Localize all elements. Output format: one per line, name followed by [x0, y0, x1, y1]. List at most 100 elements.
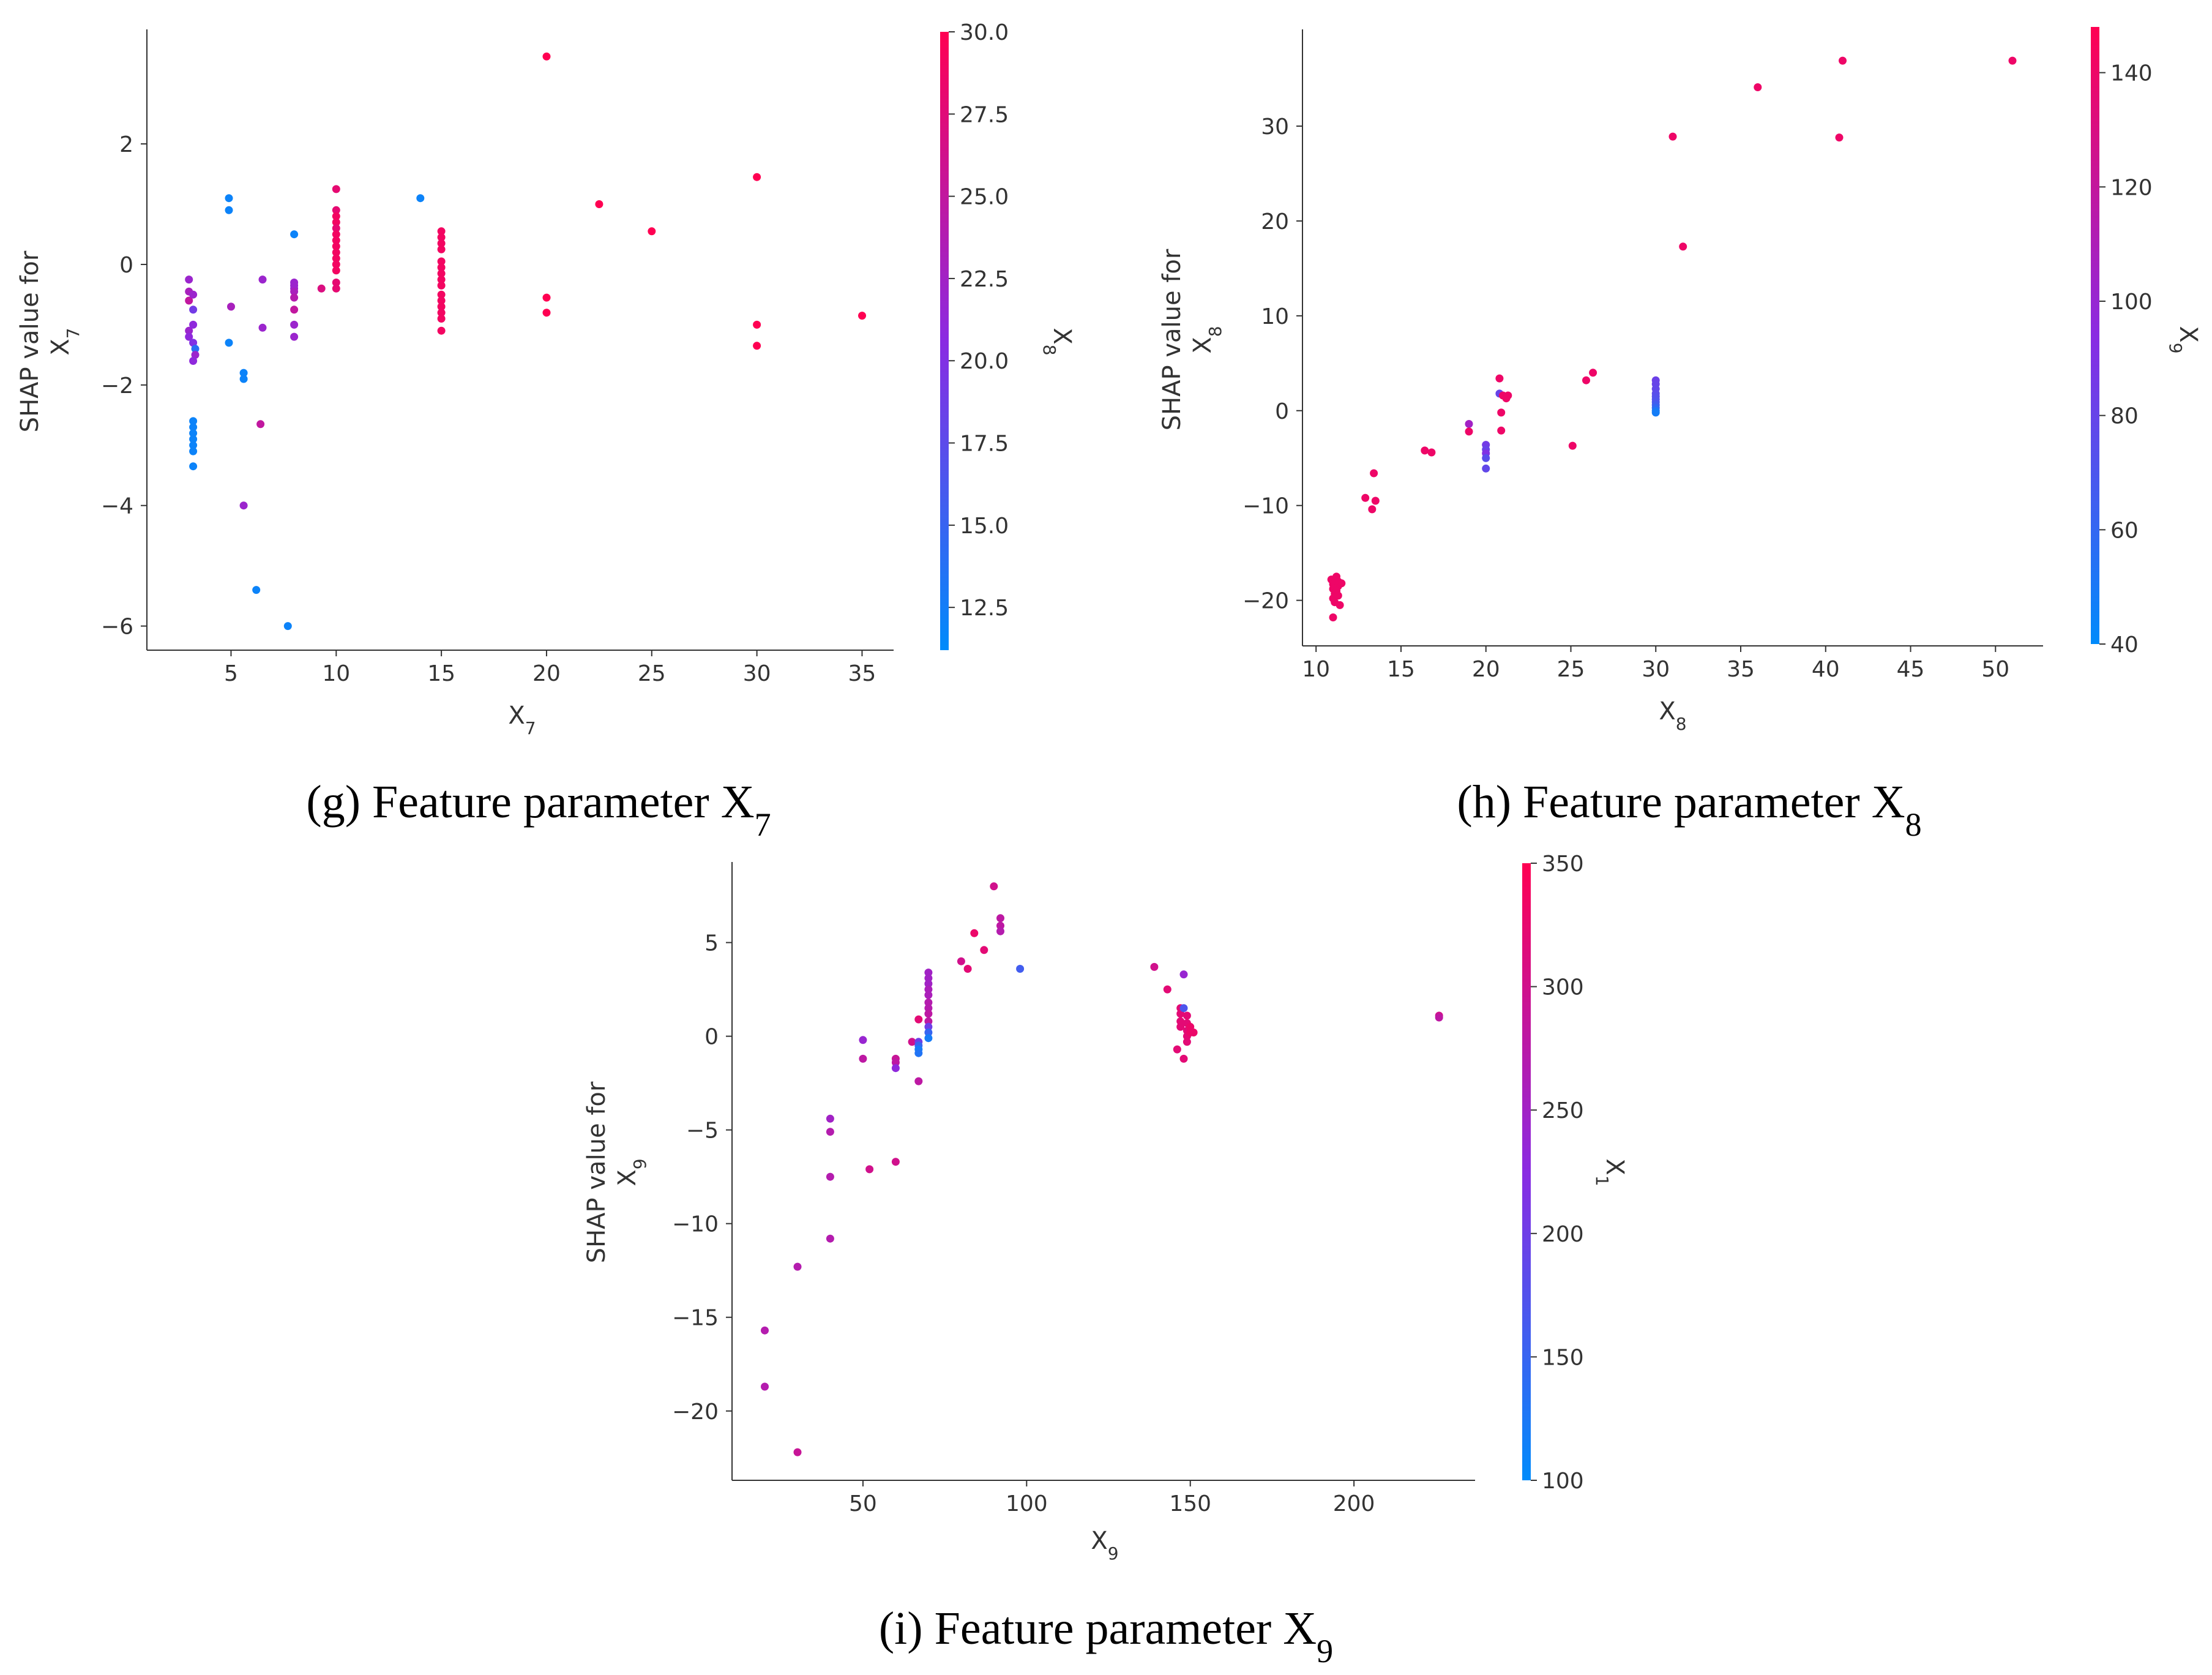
- data-point: [826, 1234, 834, 1243]
- data-point: [332, 248, 340, 257]
- data-point: [1435, 1013, 1443, 1022]
- data-point: [437, 233, 446, 242]
- data-point: [191, 351, 200, 359]
- panel-i: 50 100 150 200−20−15−10−505 SHAP value for …: [583, 852, 1629, 1669]
- colorbar-tick-label: 150: [1542, 1345, 1584, 1370]
- x-tick-label: 35: [1727, 657, 1755, 682]
- data-point: [332, 224, 340, 233]
- colorbar-i: 100 150 200 250 300 350: [1522, 852, 1584, 1494]
- data-point: [290, 230, 299, 239]
- data-point: [332, 266, 340, 275]
- data-point: [332, 218, 340, 227]
- data-point: [1839, 56, 1847, 65]
- data-point: [225, 206, 233, 214]
- colorbar-tick-label: 30.0: [960, 20, 1009, 45]
- data-point: [1465, 420, 1473, 428]
- data-point: [1679, 242, 1687, 251]
- data-point: [996, 914, 1004, 923]
- colorbar-tick-label: 40: [2110, 632, 2139, 658]
- data-point: [437, 309, 446, 317]
- data-point: [189, 417, 198, 425]
- colorbar-tick-label: 22.5: [960, 267, 1009, 292]
- data-point: [332, 254, 340, 263]
- data-point: [1651, 408, 1660, 417]
- colorbar-label-h: X9: [2166, 326, 2203, 353]
- colorbar-tick-label: 140: [2110, 61, 2153, 86]
- data-point: [1482, 454, 1490, 462]
- y-tick-label: −2: [101, 373, 133, 399]
- data-point: [1368, 505, 1377, 514]
- data-point: [908, 1038, 916, 1046]
- colorbar-gradient: [1522, 863, 1531, 1480]
- data-point: [1334, 591, 1342, 600]
- data-point: [996, 921, 1004, 930]
- data-point: [437, 290, 446, 299]
- x-tick-label: 40: [1812, 657, 1840, 682]
- data-point: [1179, 1004, 1188, 1013]
- data-point: [1183, 1038, 1191, 1046]
- data-point: [1150, 962, 1159, 971]
- data-point: [914, 1015, 923, 1024]
- data-point: [826, 1114, 834, 1123]
- data-point: [2008, 56, 2017, 65]
- data-point: [859, 1054, 867, 1063]
- data-point: [332, 212, 340, 220]
- data-point: [990, 882, 998, 891]
- data-point: [437, 227, 446, 236]
- colorbar-tick-label: 350: [1542, 852, 1584, 877]
- data-point: [826, 1172, 834, 1181]
- data-point: [191, 345, 200, 353]
- data-point: [1189, 1029, 1198, 1036]
- data-point: [1482, 464, 1490, 473]
- data-point: [437, 245, 446, 253]
- data-point: [283, 622, 292, 631]
- colorbar-tick-label: 25.0: [960, 185, 1009, 210]
- x-tick-label: 30: [1642, 657, 1670, 682]
- x-label-i: X9: [1091, 1527, 1118, 1564]
- data-point: [753, 320, 761, 329]
- data-point: [1754, 83, 1762, 91]
- colorbar-g: 12.5 15.0 17.5 20.0 22.5 25.0 27.5 30.0: [940, 20, 1009, 650]
- data-point: [332, 185, 340, 193]
- data-point: [1835, 133, 1844, 142]
- x-label-h: X8: [1659, 697, 1686, 734]
- caption-i: (i) Feature parameter X9: [879, 1603, 1333, 1669]
- data-point: [1336, 601, 1344, 609]
- data-point: [1329, 613, 1337, 621]
- data-point: [1371, 497, 1380, 505]
- y-tick-label: 10: [1261, 304, 1289, 329]
- data-point: [542, 309, 551, 317]
- data-point: [189, 441, 198, 449]
- colorbar-gradient: [940, 32, 949, 650]
- data-point: [185, 275, 193, 284]
- y-tick-label: −20: [672, 1400, 719, 1425]
- plot-area-i: 50 100 150 200 −20 −15 −10 −5 0 5: [672, 862, 1475, 1516]
- x-label-g: X7: [508, 702, 536, 738]
- colorbar-tick-label: 20.0: [960, 349, 1009, 374]
- data-point: [924, 1010, 933, 1018]
- colorbar-tick-label: 80: [2110, 404, 2139, 429]
- data-point: [1504, 391, 1512, 400]
- data-point: [239, 501, 248, 510]
- data-point: [753, 173, 761, 181]
- data-point: [290, 287, 299, 296]
- data-point: [924, 1034, 933, 1043]
- data-point: [924, 974, 933, 983]
- colorbar-tick-label: 300: [1542, 975, 1584, 1000]
- data-point: [914, 1077, 923, 1085]
- data-point: [542, 293, 551, 302]
- data-point: [258, 275, 267, 284]
- x-tick-label: 5: [224, 661, 238, 686]
- data-point: [924, 999, 933, 1006]
- colorbar-tick-label: 27.5: [960, 102, 1009, 127]
- data-point: [189, 339, 198, 347]
- data-point: [239, 375, 248, 383]
- data-point: [225, 194, 233, 203]
- data-point: [865, 1165, 874, 1174]
- x-tick-label: 10: [1302, 657, 1330, 682]
- x-tick-label: 30: [743, 661, 771, 686]
- data-point: [793, 1448, 802, 1456]
- y-label-line1-g: SHAP value for: [16, 250, 44, 432]
- data-point: [957, 957, 965, 965]
